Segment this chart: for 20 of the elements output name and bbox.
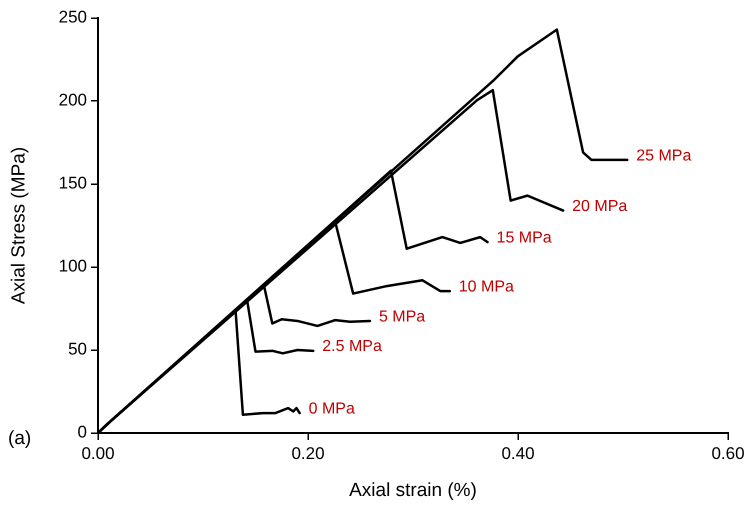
y-tick-label: 250 [58, 8, 87, 27]
series-label: 0 MPa [308, 400, 355, 418]
series-label: 20 MPa [572, 198, 628, 215]
y-tick-label: 200 [58, 90, 87, 110]
x-tick-label: 0.60 [711, 444, 745, 463]
x-axis-title: Axial strain (%) [349, 480, 477, 501]
y-axis-title: Axial Stress (MPa) [8, 146, 30, 304]
y-tick-label: 50 [68, 340, 87, 359]
series-label: 2.5 MPa [322, 338, 382, 356]
x-tick-label: 0.00 [81, 444, 115, 463]
x-tick-label: 0.40 [501, 444, 535, 463]
series-label: 25 MPa [636, 147, 692, 164]
series-label: 5 MPa [378, 308, 426, 326]
series-label: 10 MPa [458, 278, 514, 296]
y-tick-label: 0 [78, 422, 87, 442]
text: (a) [8, 428, 32, 450]
y-tick-label: 150 [58, 174, 87, 193]
x-tick-label: 0.20 [291, 444, 325, 463]
y-tick-label: 100 [58, 256, 87, 276]
series-label: 15 MPa [496, 230, 552, 247]
